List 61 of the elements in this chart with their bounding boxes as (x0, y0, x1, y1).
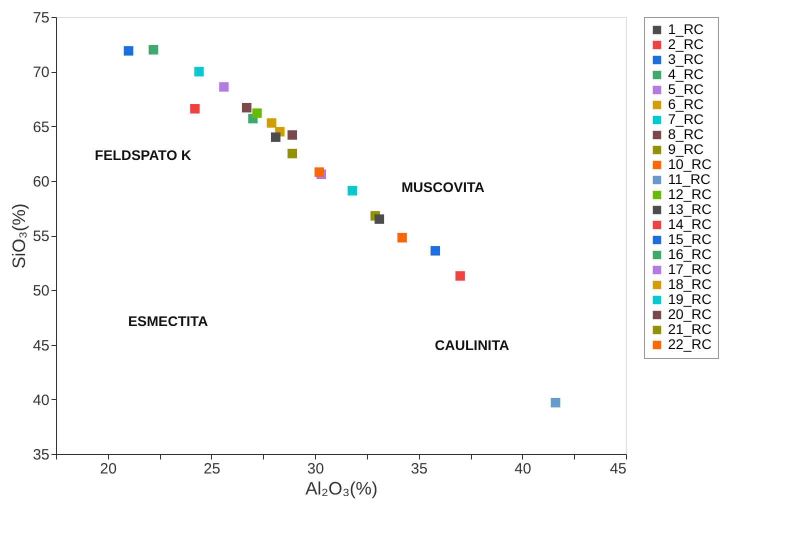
point (550, 398, 560, 408)
legend-label: 22_RC (668, 336, 712, 352)
legend-label: 3_RC (668, 51, 704, 67)
legend-label: 8_RC (668, 126, 704, 142)
legend-label: 17_RC (668, 261, 712, 277)
legend-label: 15_RC (668, 231, 712, 247)
point (219, 82, 229, 92)
y-tick-label: 45 (32, 337, 50, 354)
y-tick-label: 40 (32, 392, 50, 409)
point (252, 108, 262, 118)
point (288, 130, 298, 140)
legend-label: 12_RC (668, 186, 712, 202)
point (242, 102, 252, 112)
y-tick-label: 75 (32, 10, 50, 26)
x-tick-label: 30 (307, 460, 324, 478)
legend-label: 16_RC (668, 246, 712, 262)
point (288, 148, 298, 158)
annotation: FELDSPATO K (94, 147, 192, 163)
annotation: CAULINITA (434, 337, 510, 353)
point (194, 66, 204, 76)
y-tick-label: 60 (32, 173, 50, 190)
annotation: MUSCOVITA (402, 179, 484, 195)
legend-label: 13_RC (668, 201, 712, 217)
point (124, 46, 134, 56)
legend-label: 18_RC (668, 276, 712, 292)
x-tick-label: 20 (100, 460, 117, 478)
x-tick-label: 25 (204, 460, 220, 478)
point (148, 45, 158, 55)
point (430, 246, 440, 256)
y-tick-label: 35 (32, 446, 50, 464)
y-tick-label: 65 (32, 118, 50, 136)
point (348, 186, 358, 196)
x-tick-label: 35 (410, 460, 428, 478)
legend-label: 9_RC (668, 141, 704, 157)
x-tick-label: 45 (610, 460, 626, 478)
point (190, 104, 200, 114)
point (397, 232, 407, 242)
legend-label: 21_RC (668, 321, 712, 337)
annotation: ESMECTITA (128, 313, 208, 329)
legend-label: 2_RC (668, 36, 704, 52)
x-axis-title: Al₂O₃(%) (305, 478, 378, 498)
point (270, 132, 280, 142)
legend-label: 20_RC (668, 306, 712, 322)
legend-label: 10_RC (668, 156, 712, 172)
legend-label: 5_RC (668, 81, 704, 97)
point (314, 167, 324, 177)
y-axis-title: SiO₃(%) (8, 203, 29, 269)
legend-label: 4_RC (668, 66, 704, 82)
legend-label: 7_RC (668, 111, 704, 127)
legend-label: 19_RC (668, 291, 712, 307)
y-tick-label: 55 (32, 228, 50, 245)
legend-label: 11_RC (668, 171, 711, 187)
point (374, 214, 384, 224)
y-tick-label: 50 (32, 282, 50, 300)
legend-label: 1_RC (668, 21, 704, 37)
point (266, 118, 276, 128)
y-tick-label: 70 (32, 64, 50, 82)
x-tick-label: 40 (514, 460, 532, 478)
legend-label: 6_RC (668, 96, 704, 112)
legend-label: 14_RC (668, 216, 712, 232)
point (455, 271, 465, 281)
